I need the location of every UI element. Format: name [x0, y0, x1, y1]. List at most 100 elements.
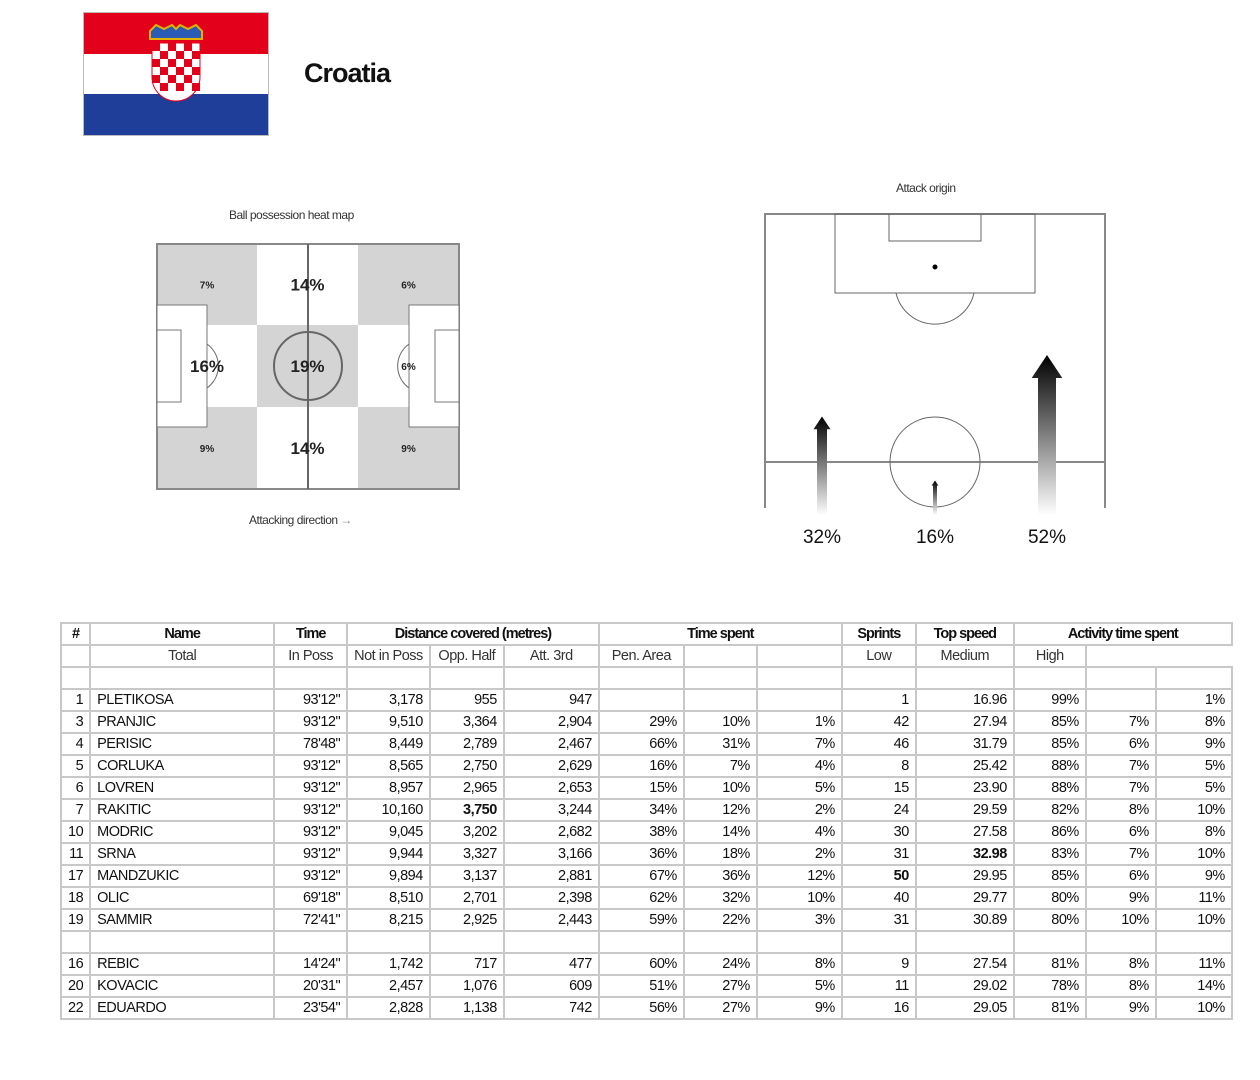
table-cell: 29.59: [914, 798, 1015, 822]
attacking-direction-label: Attacking direction →: [249, 513, 352, 527]
table-cell: 27%: [682, 996, 758, 1020]
table-cell: 15%: [597, 776, 685, 800]
empty-cell: [1154, 930, 1233, 954]
heatmap-zone-label: 9%: [401, 444, 416, 455]
table-cell: 2,828: [346, 996, 431, 1020]
table-cell: 78'48": [273, 732, 349, 756]
empty-cell: [682, 930, 758, 954]
table-cell: 5: [59, 754, 92, 778]
table-cell: 7%: [1084, 754, 1157, 778]
table-cell: 80%: [1012, 908, 1087, 932]
table-cell: 6: [59, 776, 92, 800]
table-cell: 85%: [1012, 732, 1087, 756]
table-cell: 88%: [1012, 754, 1087, 778]
table-cell: 6%: [1084, 820, 1157, 844]
table-cell: 14%: [1154, 974, 1233, 998]
table-cell: 93'12": [273, 820, 349, 844]
table-cell: 10%: [1154, 908, 1233, 932]
table-cell: 10%: [1154, 842, 1233, 866]
table-cell: 12%: [682, 798, 758, 822]
table-cell: 18: [59, 886, 92, 910]
table-row: 4 PERISIC 78'48" 8,449 2,789 2,467 66% 31% 7% 46 3…: [59, 732, 1233, 756]
table-cell: 59%: [597, 908, 685, 932]
table-cell: OLIC: [89, 886, 276, 910]
table-cell: 93'12": [273, 798, 349, 822]
table-cell: 3%: [755, 908, 843, 932]
table-cell: 29.95: [914, 864, 1015, 888]
empty-cell: [346, 930, 431, 954]
col-name: Name: [89, 622, 276, 646]
table-cell: 3,178: [346, 688, 431, 712]
table-cell: 38%: [597, 820, 685, 844]
table-cell: 8%: [1084, 974, 1157, 998]
attack-arrow: [931, 480, 939, 515]
table-cell: 85%: [1012, 710, 1087, 734]
empty-cell: [273, 666, 349, 690]
table-cell: 2,965: [428, 776, 505, 800]
col-time: Time: [273, 622, 349, 646]
table-cell: 3,166: [502, 842, 600, 866]
table-cell: KOVACIC: [89, 974, 276, 998]
table-cell: 5%: [1154, 754, 1233, 778]
table-cell: 2,925: [428, 908, 505, 932]
table-cell: 31: [840, 842, 917, 866]
table-row: 20 KOVACIC 20'31" 2,457 1,076 609 51% 27% 5% 11 29…: [59, 974, 1233, 998]
table-cell: 2%: [755, 798, 843, 822]
table-cell: 9: [840, 952, 917, 976]
table-cell: 29.05: [914, 996, 1015, 1020]
subheader-cell: Opp. Half: [428, 644, 505, 668]
table-cell: 7%: [1084, 842, 1157, 866]
table-cell: 8%: [1084, 952, 1157, 976]
table-cell: 3,244: [502, 798, 600, 822]
table-row: 17 MANDZUKIC 93'12" 9,894 3,137 2,881 67% 36% 12…: [59, 864, 1233, 888]
table-cell: 29.02: [914, 974, 1015, 998]
table-cell: 2,653: [502, 776, 600, 800]
subheader-cell: Total: [89, 644, 276, 668]
empty-cell: [755, 930, 843, 954]
empty-cell: [59, 644, 92, 668]
table-cell: 81%: [1012, 996, 1087, 1020]
table-cell: 72'41": [273, 908, 349, 932]
heatmap-zone-label: 9%: [200, 444, 215, 455]
table-cell: 10%: [1084, 908, 1157, 932]
empty-cell: [1012, 666, 1087, 690]
table-cell: 2,701: [428, 886, 505, 910]
table-cell: 46: [840, 732, 917, 756]
table-cell: 81%: [1012, 952, 1087, 976]
table-cell: 10%: [682, 776, 758, 800]
empty-cell: [914, 930, 1015, 954]
empty-cell: [428, 666, 505, 690]
table-cell: 3,327: [428, 842, 505, 866]
table-cell: 6%: [1084, 732, 1157, 756]
table-cell: 7%: [682, 754, 758, 778]
table-cell: 19: [59, 908, 92, 932]
table-cell: 8: [840, 754, 917, 778]
subheader-cell: High: [1012, 644, 1087, 668]
empty-cell: [914, 666, 1015, 690]
table-cell: 50: [840, 864, 917, 888]
empty-cell: [502, 666, 600, 690]
table-cell: 1,138: [428, 996, 505, 1020]
table-cell: 30: [840, 820, 917, 844]
table-cell: 5%: [1154, 776, 1233, 800]
table-cell: 3,202: [428, 820, 505, 844]
table-row: 5 CORLUKA 93'12" 8,565 2,750 2,629 16% 7% 4% 8 25.…: [59, 754, 1233, 778]
table-cell: 16: [59, 952, 92, 976]
table-cell: 93'12": [273, 864, 349, 888]
table-cell: 8,449: [346, 732, 431, 756]
table-cell: 36%: [597, 842, 685, 866]
empty-cell: [682, 644, 758, 668]
table-cell: 1,742: [346, 952, 431, 976]
empty-cell: [428, 930, 505, 954]
table-cell: 3: [59, 710, 92, 734]
table-cell: RAKITIC: [89, 798, 276, 822]
table-cell: 477: [502, 952, 600, 976]
table-cell: 17: [59, 864, 92, 888]
table-cell: 11%: [1154, 952, 1233, 976]
table-cell: 23.90: [914, 776, 1015, 800]
table-cell: 15: [840, 776, 917, 800]
table-cell: 56%: [597, 996, 685, 1020]
table-cell: 30.89: [914, 908, 1015, 932]
subheader-cell: Not in Poss: [346, 644, 431, 668]
table-cell: 1: [59, 688, 92, 712]
